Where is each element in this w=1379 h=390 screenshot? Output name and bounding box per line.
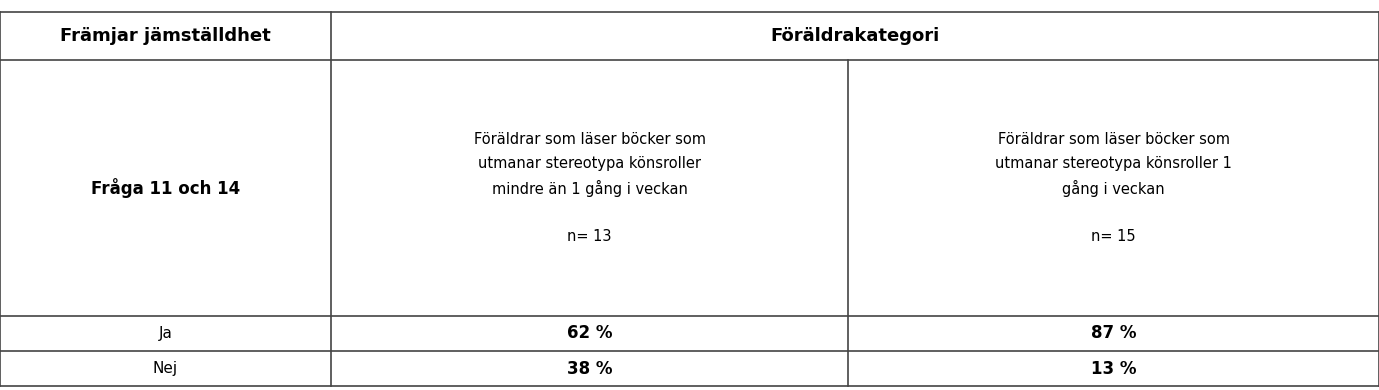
Text: 13 %: 13 % xyxy=(1091,360,1136,378)
Text: Föräldrar som läser böcker som
utmanar stereotypa könsroller
mindre än 1 gång i : Föräldrar som läser böcker som utmanar s… xyxy=(473,132,706,244)
Text: 38 %: 38 % xyxy=(567,360,612,378)
Text: 87 %: 87 % xyxy=(1091,324,1136,342)
Text: Föräldrakategori: Föräldrakategori xyxy=(771,27,939,45)
Text: Främjar jämställdhet: Främjar jämställdhet xyxy=(61,27,270,45)
Text: Föräldrar som läser böcker som
utmanar stereotypa könsroller 1
gång i veckan

n=: Föräldrar som läser böcker som utmanar s… xyxy=(996,132,1231,244)
Text: Nej: Nej xyxy=(153,361,178,376)
Text: 62 %: 62 % xyxy=(567,324,612,342)
Text: Fråga 11 och 14: Fråga 11 och 14 xyxy=(91,178,240,198)
Text: Ja: Ja xyxy=(159,326,172,341)
